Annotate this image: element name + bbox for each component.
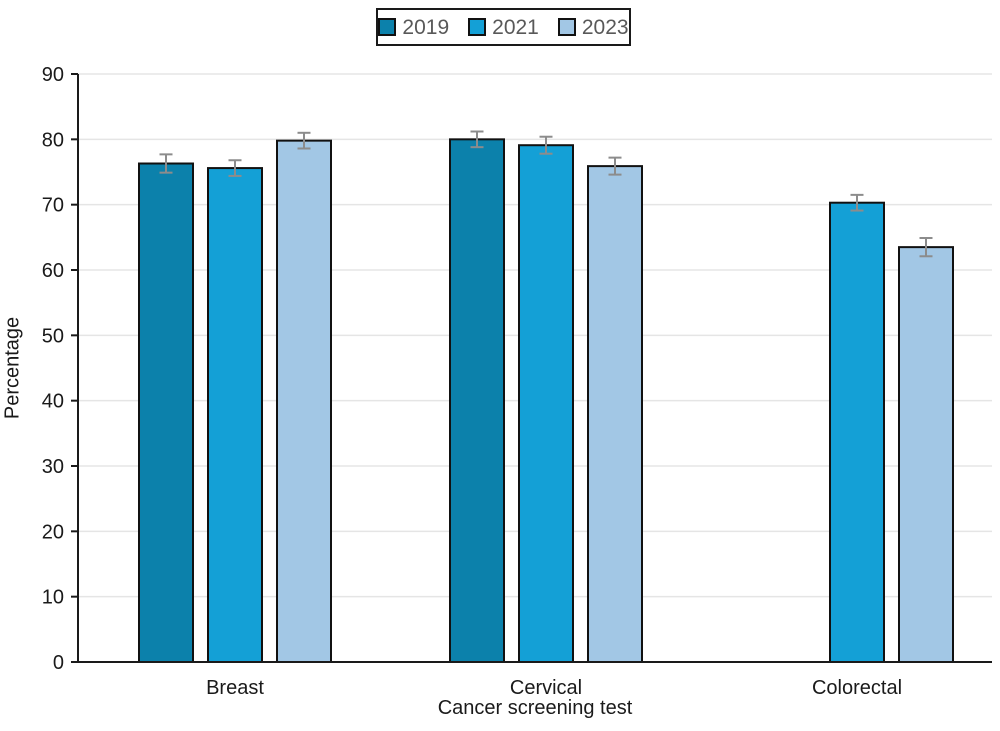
y-tick-label: 40 (42, 391, 64, 413)
legend-swatch-2021 (468, 18, 487, 36)
x-category-label: Colorectal (812, 677, 902, 699)
x-axis-title: Cancer screening test (437, 697, 633, 719)
bar-2021-cervical (518, 144, 574, 664)
y-axis-title: Percentage (1, 316, 24, 420)
bar-2021-breast (207, 167, 263, 664)
bar-2023-breast (276, 139, 332, 663)
y-tick-label: 20 (42, 521, 64, 543)
legend-label: 2021 (492, 15, 539, 39)
chart-legend: 2019 2021 2023 (376, 8, 631, 46)
legend-label: 2023 (581, 15, 629, 39)
bar-2019-cervical (449, 138, 505, 664)
bar-2021-colorectal (829, 201, 885, 663)
legend-label: 2019 (402, 15, 450, 39)
bar-2019-breast (138, 162, 194, 664)
bar-2023-colorectal (898, 246, 954, 663)
x-category-label: Cervical (510, 677, 582, 699)
y-tick-label: 70 (42, 195, 64, 217)
y-tick-label: 90 (42, 64, 64, 86)
legend-swatch-2019 (378, 18, 397, 36)
legend-item-2019: 2019 (378, 17, 449, 38)
y-tick-label: 50 (42, 325, 64, 347)
bar-2023-cervical (587, 165, 643, 663)
legend-item-2023: 2023 (557, 15, 629, 39)
y-tick-label: 80 (42, 129, 64, 151)
y-tick-label: 10 (42, 587, 64, 609)
legend-item-2021: 2021 (468, 17, 539, 38)
y-tick-label: 30 (42, 456, 64, 478)
x-category-label: Breast (206, 677, 264, 699)
y-tick-label: 60 (42, 260, 64, 282)
y-tick-label: 0 (53, 652, 64, 674)
legend-swatch-2023 (557, 18, 576, 36)
